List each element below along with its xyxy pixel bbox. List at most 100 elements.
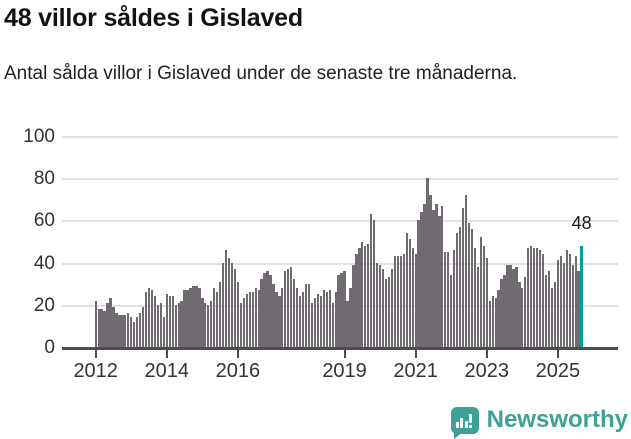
x-axis-tick <box>556 350 559 358</box>
bar <box>402 254 405 347</box>
bar <box>509 264 512 347</box>
bar <box>263 273 266 347</box>
bar <box>432 209 435 347</box>
bar <box>518 281 521 347</box>
bar <box>553 281 557 347</box>
icon-bar-1 <box>455 422 459 428</box>
bar <box>304 283 308 347</box>
last-value-label: 48 <box>571 212 592 233</box>
bar <box>485 258 488 347</box>
bar <box>470 228 474 347</box>
bar <box>174 304 177 347</box>
icon-bar-2 <box>460 418 464 428</box>
bar <box>565 249 568 347</box>
bar <box>118 315 121 347</box>
bar <box>153 296 157 347</box>
bar <box>183 290 186 347</box>
bar <box>281 287 284 347</box>
bar <box>218 281 222 347</box>
bar <box>464 195 468 347</box>
bar <box>150 290 154 347</box>
y-tick-label: 0 <box>44 337 55 358</box>
bar <box>307 283 311 347</box>
bar <box>367 243 370 347</box>
bar <box>316 294 320 347</box>
x-tick-label: 2021 <box>393 360 438 382</box>
bar <box>133 321 136 347</box>
bar <box>257 290 260 347</box>
bar <box>325 292 328 347</box>
bar <box>429 195 432 347</box>
bar <box>313 298 317 347</box>
bar <box>94 300 97 347</box>
bar <box>533 247 536 347</box>
bar <box>491 296 494 347</box>
page-title: 48 villor såldes i Gislaved <box>4 4 303 32</box>
bar <box>556 260 560 347</box>
bar <box>346 300 349 347</box>
bar <box>195 285 198 347</box>
bar <box>290 266 293 347</box>
bar <box>130 317 133 347</box>
bar <box>310 302 314 347</box>
bar <box>319 296 323 347</box>
bar <box>447 252 450 347</box>
bar <box>456 233 459 347</box>
bar <box>458 226 462 347</box>
bar <box>147 287 151 347</box>
bar <box>381 268 385 347</box>
y-tick-label: 40 <box>33 252 55 274</box>
bar <box>515 266 518 347</box>
bar <box>162 317 165 347</box>
x-axis-tick <box>94 350 97 358</box>
bar <box>301 292 305 347</box>
bar <box>453 249 456 347</box>
bar <box>355 254 358 347</box>
bar <box>571 264 574 347</box>
bar <box>497 290 500 347</box>
bar <box>361 241 364 347</box>
bar <box>189 287 192 347</box>
highlighted-bar <box>580 245 583 347</box>
bar <box>527 247 530 347</box>
x-axis-tick <box>485 350 488 358</box>
bar <box>287 268 290 347</box>
bar <box>393 256 397 347</box>
bar <box>138 313 142 347</box>
bar <box>210 300 213 347</box>
bar <box>482 245 485 347</box>
bar <box>479 237 482 347</box>
bar <box>390 268 394 347</box>
bar <box>109 298 112 347</box>
brand-name: Newsworthy <box>486 406 628 433</box>
bar <box>538 249 542 347</box>
bar <box>136 317 139 347</box>
bar <box>177 302 180 347</box>
bar <box>426 178 429 347</box>
bar <box>121 315 124 347</box>
y-tick-label: 100 <box>23 126 55 147</box>
bar <box>494 298 497 347</box>
bar <box>192 285 195 347</box>
bar <box>352 264 355 347</box>
bar <box>171 296 174 347</box>
bar <box>506 264 509 347</box>
bar <box>473 247 477 347</box>
bar <box>396 256 400 347</box>
bar <box>266 271 269 347</box>
bar <box>254 287 257 347</box>
x-axis-tick <box>165 350 168 358</box>
bar <box>512 268 515 347</box>
bar <box>550 287 554 347</box>
bar <box>373 220 376 347</box>
x-tick-label: 2025 <box>535 360 581 382</box>
bar <box>488 300 491 347</box>
icon-exclamation <box>469 414 473 428</box>
bar <box>337 275 340 347</box>
x-tick-label: 2016 <box>215 360 261 382</box>
bar <box>376 262 379 347</box>
bar <box>414 254 417 347</box>
gridline <box>62 178 618 181</box>
bar <box>399 256 402 347</box>
bar <box>180 300 183 347</box>
